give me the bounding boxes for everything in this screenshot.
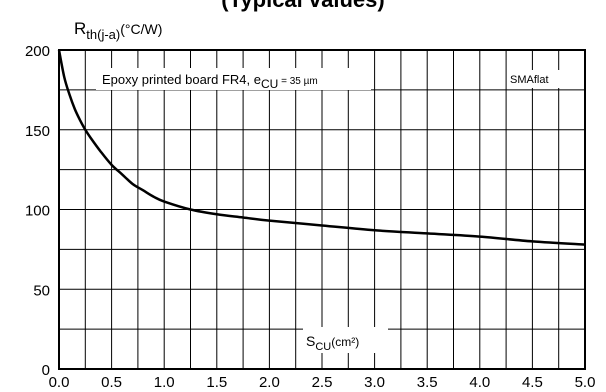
grid-lines bbox=[59, 50, 585, 369]
y-tick-label: 200 bbox=[25, 43, 50, 60]
x-tick-label: 2.5 bbox=[312, 374, 333, 391]
y-tick-label: 50 bbox=[33, 282, 50, 299]
y-tick-label: 0 bbox=[42, 362, 50, 379]
x-axis-label-box bbox=[303, 327, 388, 353]
x-tick-label: 2.0 bbox=[259, 374, 280, 391]
annotation-box bbox=[96, 68, 371, 90]
x-tick-label: 0.0 bbox=[49, 374, 70, 391]
package-label-box bbox=[508, 70, 570, 88]
plot-frame bbox=[58, 49, 586, 370]
annotation-text: Epoxy printed board FR4, eCU = 35 µm bbox=[102, 72, 318, 91]
series-group bbox=[57, 49, 586, 246]
x-axis-label: SCU(cm²) bbox=[306, 333, 359, 353]
y-tick-label: 150 bbox=[25, 123, 50, 140]
package-label: SMAflat bbox=[510, 74, 549, 86]
x-tick-label: 3.0 bbox=[364, 374, 385, 391]
x-tick-label: 4.5 bbox=[522, 374, 543, 391]
x-tick-label: 5.0 bbox=[575, 374, 596, 391]
y-tick-labels: 0 50 100 150 200 bbox=[25, 43, 50, 379]
y-tick-label: 100 bbox=[25, 203, 50, 220]
chart-title: (Typical values) bbox=[221, 0, 384, 12]
x-tick-label: 1.0 bbox=[154, 374, 175, 391]
x-tick-label: 3.5 bbox=[417, 374, 438, 391]
x-tick-label: 1.5 bbox=[206, 374, 227, 391]
series-line bbox=[57, 49, 586, 246]
y-axis-label: Rth(j-a)(°C/W) bbox=[74, 19, 162, 42]
x-tick-labels: 0.0 0.5 1.0 1.5 2.0 2.5 3.0 3.5 4.0 4.5 5.0 bbox=[49, 374, 596, 391]
x-tick-label: 4.0 bbox=[469, 374, 490, 391]
x-tick-label: 0.5 bbox=[101, 374, 122, 391]
